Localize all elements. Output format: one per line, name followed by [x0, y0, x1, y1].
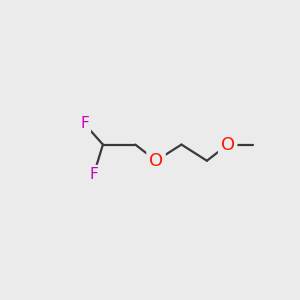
Text: F: F — [89, 167, 98, 182]
Text: F: F — [80, 116, 89, 131]
Text: O: O — [149, 152, 163, 170]
Text: O: O — [220, 136, 235, 154]
